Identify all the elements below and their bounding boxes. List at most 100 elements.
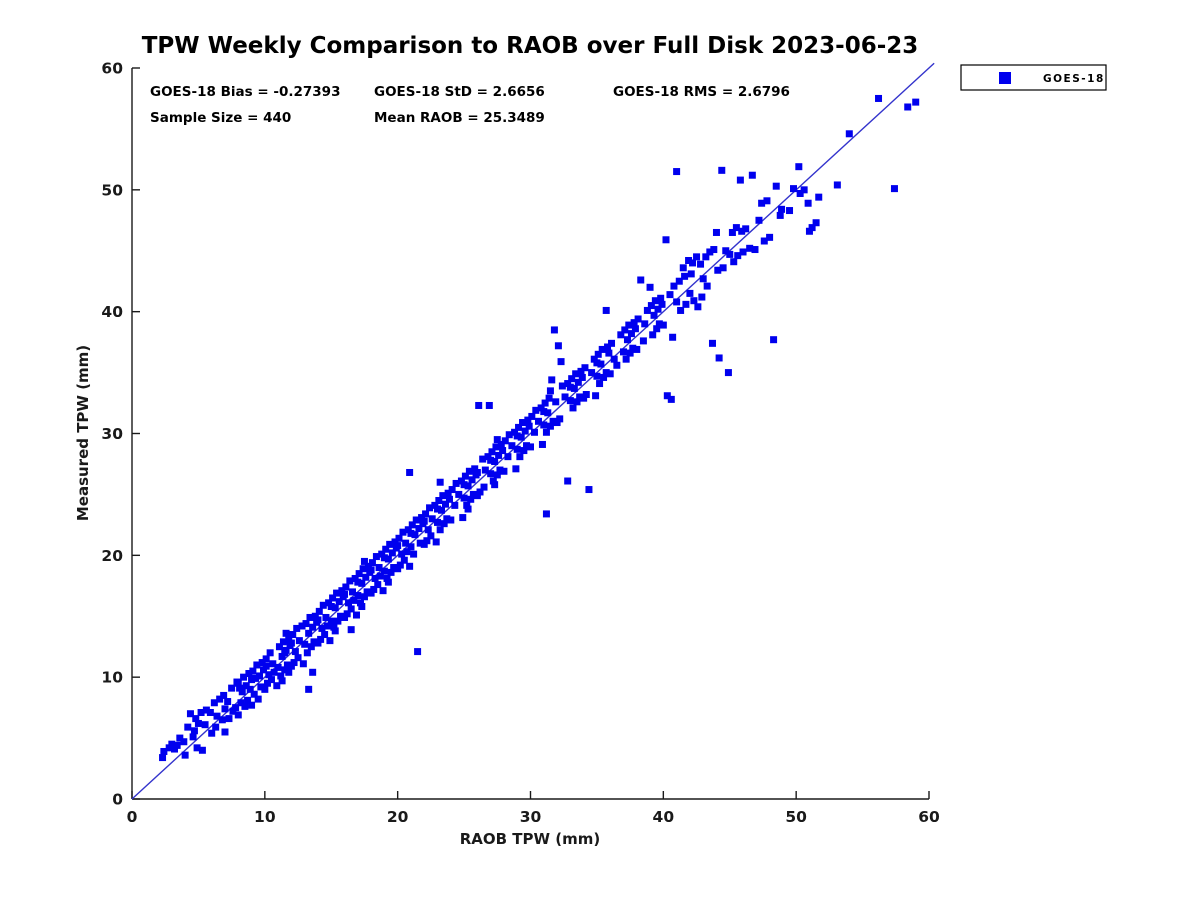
scatter-point xyxy=(464,505,472,513)
scatter-point xyxy=(625,321,633,329)
scatter-point xyxy=(501,437,509,445)
scatter-point xyxy=(714,266,722,274)
scatter-point xyxy=(285,668,293,676)
scatter-point xyxy=(218,716,226,724)
scatter-point xyxy=(613,361,621,369)
scatter-point xyxy=(657,294,665,302)
scatter-point xyxy=(845,130,853,138)
scatter-point xyxy=(598,345,606,353)
scatter-point xyxy=(173,741,181,749)
scatter-point xyxy=(309,668,317,676)
scatter-point xyxy=(670,282,678,290)
scatter-point xyxy=(263,679,271,687)
scatter-point xyxy=(358,579,366,587)
scatter-point xyxy=(549,417,557,425)
scatter-point xyxy=(622,355,630,363)
scatter-point xyxy=(447,516,455,524)
scatter-point xyxy=(302,620,310,628)
scatter-point xyxy=(236,684,244,692)
scatter-point xyxy=(293,624,301,632)
scatter-point xyxy=(305,685,313,693)
scatter-point xyxy=(434,505,442,513)
stat-rms: GOES-18 RMS = 2.6796 xyxy=(613,84,790,100)
scatter-point xyxy=(242,682,250,690)
scatter-point xyxy=(234,711,242,719)
scatter-point xyxy=(499,447,507,455)
scatter-point xyxy=(479,455,487,463)
scatter-point xyxy=(257,683,265,691)
scatter-point xyxy=(338,587,346,595)
scatter-point xyxy=(374,581,382,589)
scatter-point xyxy=(327,603,335,611)
scatter-point xyxy=(605,349,613,357)
scatter-point xyxy=(362,573,370,581)
scatter-point xyxy=(311,612,319,620)
scatter-point xyxy=(428,515,436,523)
scatter-point xyxy=(266,649,274,657)
scatter-point xyxy=(524,416,532,424)
scatter-point xyxy=(588,369,596,377)
scatter-point xyxy=(168,740,176,748)
scatter-point xyxy=(495,451,503,459)
scatter-point xyxy=(390,564,398,572)
scatter-point xyxy=(383,574,391,582)
scatter-point xyxy=(262,655,270,663)
scatter-point xyxy=(378,550,386,558)
scatter-point xyxy=(281,666,289,674)
scatter-point xyxy=(473,492,481,500)
scatter-point xyxy=(403,548,411,556)
scatter-point xyxy=(294,654,302,662)
scatter-point xyxy=(673,298,681,306)
stat-sample-size: Sample Size = 440 xyxy=(150,110,291,126)
scatter-point xyxy=(508,442,516,450)
scatter-point xyxy=(287,639,295,647)
scatter-point xyxy=(438,506,446,514)
scatter-point xyxy=(435,497,443,505)
scatter-point xyxy=(317,635,325,643)
scatter-point xyxy=(352,611,360,619)
scatter-point xyxy=(237,699,245,707)
scatter-point xyxy=(795,163,803,171)
scatter-point xyxy=(890,185,898,193)
x-tick-label: 60 xyxy=(918,808,940,826)
scatter-point xyxy=(786,207,794,215)
scatter-point xyxy=(380,554,388,562)
scatter-point xyxy=(321,631,329,639)
scatter-point xyxy=(225,715,233,723)
scatter-point xyxy=(416,539,424,547)
y-tick-label: 20 xyxy=(101,547,123,565)
scatter-point xyxy=(904,103,912,111)
scatter-point xyxy=(422,510,430,518)
scatter-point xyxy=(457,477,465,485)
scatter-point xyxy=(602,369,610,377)
scatter-point xyxy=(287,662,295,670)
axis-ticks: 0 10 20 30 40 50 60 0 10 20 30 40 50 60 xyxy=(101,60,940,827)
scatter-point xyxy=(666,291,674,299)
scatter-point xyxy=(440,520,448,528)
scatter-point xyxy=(585,486,593,494)
scatter-point xyxy=(738,227,746,235)
scatter-point xyxy=(592,392,600,400)
scatter-point xyxy=(566,397,574,405)
scatter-point xyxy=(238,688,246,696)
scatter-point xyxy=(408,521,416,529)
scatter-point xyxy=(487,470,495,478)
scatter-point xyxy=(633,345,641,353)
scatter-point xyxy=(796,189,804,197)
scatter-point xyxy=(515,423,523,431)
scatter-point xyxy=(427,532,435,540)
scatter-point xyxy=(309,623,317,631)
scatter-point xyxy=(833,181,841,189)
scatter-point xyxy=(469,490,477,498)
scatter-point xyxy=(480,483,488,491)
scatter-point xyxy=(399,528,407,536)
scatter-point xyxy=(570,384,578,392)
scatter-point xyxy=(363,588,371,596)
scatter-point xyxy=(572,370,580,378)
scatter-point xyxy=(491,481,499,489)
scatter-point xyxy=(279,638,287,646)
scatter-point xyxy=(552,398,560,406)
scatter-point xyxy=(699,275,707,283)
scatter-point xyxy=(319,601,327,609)
scatter-point xyxy=(703,282,711,290)
